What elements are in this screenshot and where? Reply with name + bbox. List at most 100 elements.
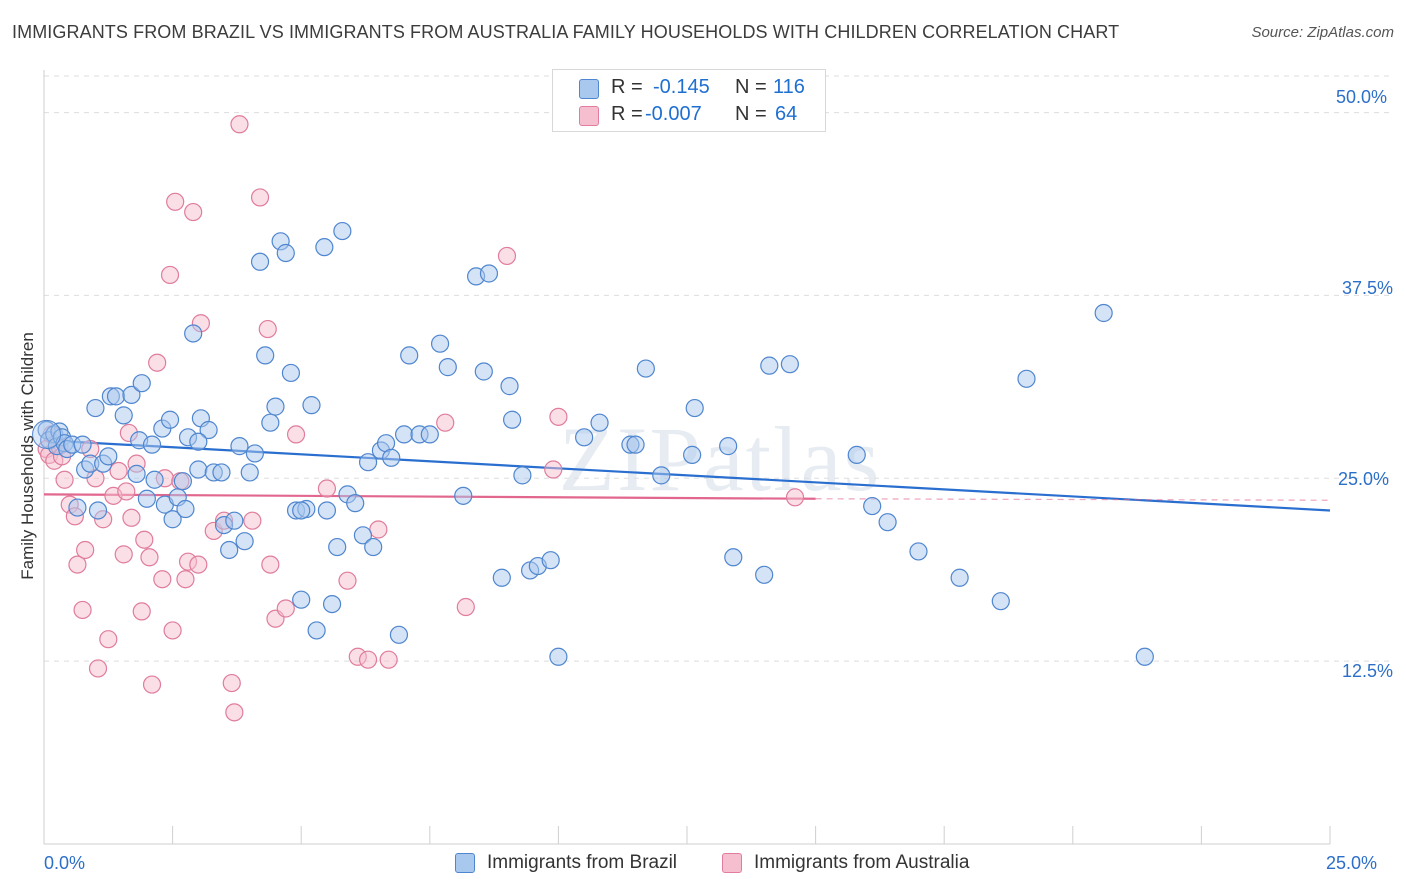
brazil-point xyxy=(400,346,419,365)
australia-point xyxy=(68,555,87,574)
australia-point xyxy=(153,570,172,589)
brazil-point xyxy=(176,499,195,519)
brazil-point xyxy=(145,470,164,489)
brazil-point xyxy=(590,413,609,432)
australia-point xyxy=(114,545,133,564)
brazil-point xyxy=(106,387,126,406)
brazil-point xyxy=(685,398,704,418)
australia-point xyxy=(544,460,563,479)
brazil-point xyxy=(394,425,414,444)
brazil-point xyxy=(189,460,208,479)
australia-point xyxy=(184,202,203,222)
watermark: ZIPatlas xyxy=(559,408,882,510)
brazil-point xyxy=(163,510,182,529)
brazil-point xyxy=(266,397,285,416)
brazil-point xyxy=(500,377,519,396)
brazil-point xyxy=(315,238,334,257)
brazil-point xyxy=(755,565,774,584)
brazil-point xyxy=(991,592,1010,611)
brazil-point xyxy=(438,358,457,377)
brazil-r-label: R = xyxy=(611,76,643,98)
brazil-point xyxy=(420,425,439,444)
brazil-point xyxy=(225,511,244,530)
brazil-point xyxy=(346,494,365,513)
brazil-point xyxy=(317,501,337,520)
australia-point xyxy=(76,540,95,560)
australia-point xyxy=(243,511,262,530)
brazil-point xyxy=(328,537,347,557)
brazil-point xyxy=(127,464,146,483)
australia-point xyxy=(122,508,141,527)
brazil-point xyxy=(333,221,352,241)
australia-point xyxy=(189,555,208,574)
brazil-point xyxy=(492,568,511,587)
brazil-point xyxy=(454,486,473,505)
brazil-point xyxy=(68,498,87,517)
australia-point xyxy=(135,530,154,549)
brazil-point xyxy=(142,435,162,454)
brazil-point xyxy=(636,359,655,378)
brazil-point xyxy=(281,363,301,383)
australia-point xyxy=(276,599,295,618)
brazil-point xyxy=(513,466,532,485)
brazil-point xyxy=(541,551,560,570)
brazil-point xyxy=(364,537,383,557)
brazil-point xyxy=(724,548,743,567)
australia-point xyxy=(549,407,568,426)
australia-point xyxy=(55,470,74,489)
brazil-point xyxy=(652,466,671,485)
brazil-point xyxy=(220,540,239,560)
x-tick-max: 25.0% xyxy=(1326,853,1378,873)
australia-point xyxy=(225,703,244,722)
legend-row-brazil: R = -0.145 N = 116 xyxy=(553,75,825,101)
y-tick-12-5: 12.5% xyxy=(1342,661,1394,681)
australia-r-value: -0.007 xyxy=(645,103,702,125)
brazil-point xyxy=(430,334,450,353)
australia-r-label: R = xyxy=(611,103,643,125)
australia-point xyxy=(109,461,128,481)
australia-point xyxy=(166,192,185,211)
brazil-point xyxy=(173,472,192,491)
brazil-point xyxy=(847,445,866,464)
australia-trend-extension xyxy=(815,498,1331,501)
brazil-point xyxy=(474,362,493,381)
australia-point xyxy=(132,602,151,621)
brazil-point xyxy=(382,448,401,467)
australia-point xyxy=(436,413,455,432)
brazil-point xyxy=(292,501,311,520)
brazil-point xyxy=(199,420,218,440)
brazil-point xyxy=(235,532,254,551)
australia-legend-label: Immigrants from Australia xyxy=(754,852,970,873)
australia-point xyxy=(250,188,270,207)
brazil-point xyxy=(245,444,265,463)
australia-point xyxy=(99,630,118,649)
brazil-point xyxy=(122,385,141,405)
australia-point xyxy=(140,548,159,567)
australia-point xyxy=(142,675,162,694)
australia-point xyxy=(358,650,378,669)
stats-legend: R = -0.145 N = 116 R = -0.007 N = 64 xyxy=(552,69,826,132)
australia-point xyxy=(261,555,280,574)
brazil-point xyxy=(137,489,156,508)
legend-row-australia: R = -0.007 N = 64 xyxy=(553,102,825,128)
australia-point xyxy=(317,479,337,498)
australia-point xyxy=(456,597,475,617)
australia-point xyxy=(88,659,108,678)
brazil-point xyxy=(32,419,62,449)
australia-point xyxy=(258,319,277,339)
brazil-point xyxy=(353,526,373,545)
brazil-point xyxy=(878,513,897,532)
brazil-point xyxy=(575,428,594,447)
brazil-point xyxy=(950,568,969,587)
brazil-point xyxy=(160,410,180,429)
brazil-point xyxy=(549,647,568,666)
brazil-point xyxy=(389,625,409,644)
brazil-point xyxy=(863,496,882,516)
australia-point xyxy=(497,246,517,266)
australia-point xyxy=(73,600,92,620)
y-tick-25: 25.0% xyxy=(1338,469,1390,489)
australia-point xyxy=(176,570,195,589)
brazil-points xyxy=(32,221,1154,666)
australia-point xyxy=(338,571,357,590)
brazil-point xyxy=(132,374,151,393)
